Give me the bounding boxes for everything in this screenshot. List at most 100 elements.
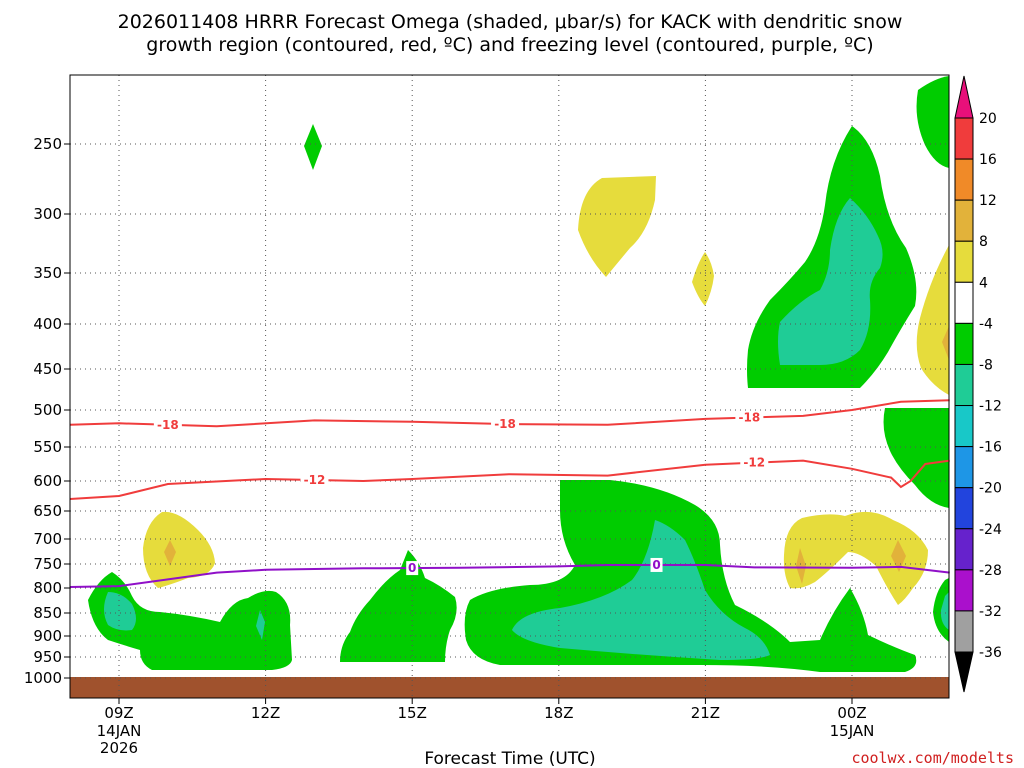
x-axis-label: Forecast Time (UTC) — [424, 749, 595, 768]
omega-region-yellow-3 — [143, 511, 215, 588]
colorbar-swatch — [954, 117, 974, 160]
contour-label-bg — [740, 455, 769, 470]
colorbar-swatch — [954, 528, 974, 571]
y-tick-label: 950 — [33, 648, 62, 666]
contour-line — [70, 399, 950, 428]
colorbar-swatch — [954, 281, 974, 324]
colorbar-label: -20 — [979, 481, 1002, 497]
colorbar-label: -12 — [979, 399, 1002, 415]
y-tick-label: 800 — [33, 579, 62, 597]
y-tick-label: 350 — [33, 264, 62, 282]
colorbar-swatch — [954, 158, 974, 201]
contour-line — [70, 564, 950, 588]
omega-region-green-1 — [304, 124, 322, 170]
contour-label: -12 — [304, 473, 326, 487]
contour-label: -18 — [739, 411, 761, 425]
contour-label: -18 — [157, 418, 179, 432]
omega-region-orange-2 — [796, 548, 806, 584]
x-tick-date: 15JAN — [830, 722, 875, 740]
colorbar-bottom-arrow — [954, 651, 974, 693]
omega-region-yellow-1 — [578, 176, 656, 277]
contour-label-bg — [650, 557, 663, 572]
omega-region-teal-3 — [256, 610, 265, 640]
contour-label-bg — [153, 417, 182, 432]
y-tick-label: 450 — [33, 360, 62, 378]
y-tick-label: 1000 — [24, 669, 62, 687]
colorbar-label: -16 — [979, 440, 1002, 456]
colorbar-label: 20 — [979, 111, 997, 127]
y-tick-label: 550 — [33, 438, 62, 456]
x-tick-label: 12Z — [251, 704, 280, 722]
y-tick-label: 700 — [33, 530, 62, 548]
colorbar-swatch — [954, 322, 974, 365]
colorbar-label: -32 — [979, 604, 1002, 620]
omega-region-orange-4 — [942, 326, 949, 360]
colorbar-label: -36 — [979, 645, 1002, 661]
y-tick-label: 650 — [33, 502, 62, 520]
omega-shading — [88, 76, 949, 672]
omega-region-teal-2 — [104, 592, 136, 631]
y-tick-label: 400 — [33, 315, 62, 333]
credit-text: coolwx.com/modelts — [851, 749, 1014, 767]
y-tick-label: 250 — [33, 135, 62, 153]
colorbar-label: -4 — [979, 316, 993, 332]
x-tick-label: 18Z — [544, 704, 573, 722]
colorbar: 20 16 12 8 4 -4 -8 -12 -16 -20 -24 -28 -32 -36 — [954, 75, 1002, 693]
colorbar-swatch — [954, 363, 974, 407]
omega-region-orange-1 — [164, 540, 176, 566]
omega-region-green-6 — [340, 550, 457, 662]
omega-region-yellow-5 — [916, 245, 949, 395]
chart-title-line1: 2026011408 HRRR Forecast Omega (shaded, … — [118, 11, 903, 33]
x-tick-label: 15Z — [398, 704, 427, 722]
omega-region-green-4 — [883, 408, 949, 508]
plot-frame — [69, 74, 950, 699]
contour-label-bg — [491, 416, 520, 431]
omega-region-green-3 — [916, 76, 949, 168]
colorbar-label: 4 — [979, 275, 988, 291]
colorbar-label: -24 — [979, 522, 1002, 538]
x-tick-label: 21Z — [691, 704, 720, 722]
omega-region-orange-3 — [891, 540, 906, 572]
surface-ground — [70, 677, 949, 698]
contour-label-bg — [735, 410, 764, 425]
colorbar-label: 16 — [979, 152, 997, 168]
y-tick-label: 900 — [33, 627, 62, 645]
y-tick-label: 300 — [33, 205, 62, 223]
colorbar-swatch — [954, 446, 974, 489]
contour-line — [70, 459, 950, 500]
colorbar-swatch — [954, 405, 974, 448]
colorbar-top-arrow — [954, 75, 974, 119]
colorbar-swatch — [954, 487, 974, 530]
omega-region-yellow-2 — [692, 252, 714, 306]
omega-region-teal-5 — [940, 592, 949, 630]
x-tick-label: 09Z — [104, 704, 133, 722]
colorbar-label: 12 — [979, 193, 997, 209]
y-tick-label: 750 — [33, 555, 62, 573]
y-tick-label: 600 — [33, 472, 62, 490]
contour-lines: -18 -18 -18 -12 -12 0 0 — [70, 399, 950, 588]
colorbar-swatch — [954, 240, 974, 283]
x-tick-date: 14JAN — [97, 722, 142, 740]
contour-label: 0 — [408, 561, 416, 575]
y-axis: 250 300 350 400 450 500 550 600 650 700 750 800 850 9… — [24, 135, 70, 687]
chart-title-line2: growth region (contoured, red, ºC) and f… — [146, 34, 873, 56]
contour-label: -18 — [494, 417, 516, 431]
contour-label: -12 — [743, 456, 765, 470]
colorbar-label: -28 — [979, 563, 1002, 579]
omega-region-green-5 — [88, 572, 292, 670]
colorbar-label: -8 — [979, 357, 993, 373]
y-tick-label: 500 — [33, 401, 62, 419]
x-tick-year: 2026 — [100, 739, 138, 757]
x-tick-label: 00Z — [837, 704, 866, 722]
omega-region-teal-1 — [778, 198, 883, 365]
contour-label: 0 — [652, 558, 660, 572]
omega-region-yellow-4 — [783, 511, 928, 605]
colorbar-label: 8 — [979, 234, 988, 250]
contour-label-bg — [406, 561, 419, 576]
colorbar-swatch — [954, 569, 974, 612]
colorbar-swatch — [954, 199, 974, 242]
colorbar-swatch — [954, 610, 974, 653]
contour-label-bg — [300, 472, 329, 487]
